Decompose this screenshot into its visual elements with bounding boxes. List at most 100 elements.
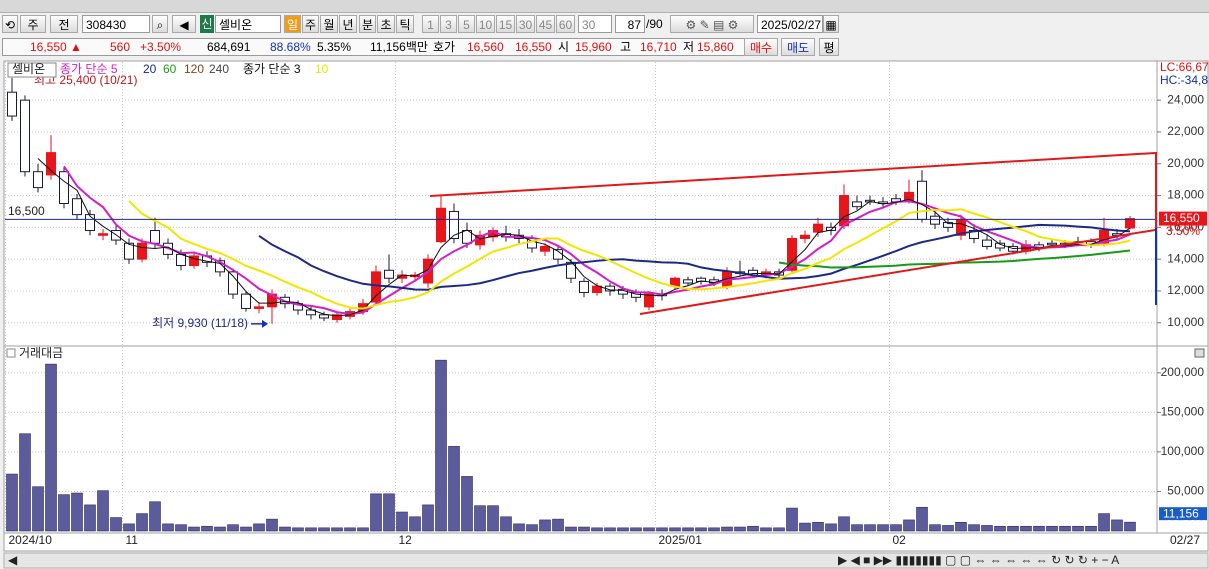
pane-close[interactable] (1194, 348, 1205, 358)
volume-bar (305, 527, 317, 532)
corner-label: HC:-34,8 (1160, 73, 1208, 87)
search-button[interactable]: ⌕ (152, 15, 168, 33)
volume-bar (825, 523, 837, 532)
volume-bar (1111, 519, 1123, 532)
pane-icon (6, 348, 16, 358)
volume-bar (422, 504, 434, 532)
minute-button[interactable]: 60 (556, 15, 575, 33)
candle-body (826, 226, 836, 232)
volume-bar (357, 527, 369, 532)
rate: +3.50% (140, 40, 182, 54)
minute-button[interactable]: 45 (536, 15, 555, 33)
x-tick-label: 2024/10 (9, 533, 53, 547)
period-button[interactable]: 주 (20, 15, 46, 33)
sell-button[interactable]: 매도 (781, 38, 815, 56)
candle-body (839, 195, 849, 227)
page-input[interactable]: 87 (615, 15, 645, 33)
interval-button[interactable]: 틱 (396, 15, 414, 33)
candle-body (436, 207, 446, 243)
volume-bar (487, 505, 499, 532)
refresh-button[interactable]: ⟲ (2, 15, 18, 33)
volume-bar (123, 523, 135, 532)
y-tick-label: 12,000 (1167, 283, 1204, 297)
annotation: 최저 9,930 (11/18) (152, 316, 248, 330)
minute-button[interactable]: 30 (516, 15, 535, 33)
tool-icons[interactable]: ⚙ ✎ ▤ ⚙ (670, 15, 754, 33)
buy-button[interactable]: 매수 (744, 38, 778, 56)
name-field: 셀비온 (215, 15, 281, 33)
volume-bar (71, 492, 83, 532)
interval-button[interactable]: 분 (359, 15, 376, 33)
candle-body (85, 214, 95, 232)
minute-button[interactable]: 15 (496, 15, 515, 33)
volume-bar (890, 524, 902, 532)
candle-body (930, 215, 940, 225)
legend-item: 10 (315, 62, 329, 76)
volume-bar (682, 527, 694, 532)
candle-body (917, 180, 927, 220)
candle-body (98, 233, 108, 236)
volume-bar (838, 516, 850, 532)
minute-button[interactable]: 5 (458, 15, 475, 33)
trend-line (639, 229, 1156, 315)
volume-bar (578, 526, 590, 532)
date-input[interactable]: 2025/02/27 (757, 15, 823, 33)
volume-bar (214, 526, 226, 532)
interval-button[interactable]: 초 (377, 15, 395, 33)
high: 16,710 (640, 40, 677, 54)
minute-button[interactable]: 3 (440, 15, 457, 33)
volume-bar (240, 526, 252, 532)
candle-body (449, 210, 459, 239)
volume-bar (591, 527, 603, 532)
candle-body (982, 239, 992, 247)
volume-bar (773, 527, 785, 532)
y-tick-label: 14,000 (1167, 251, 1204, 265)
interval-button[interactable]: 일 (284, 15, 301, 33)
volume-bar (903, 519, 915, 532)
interval-button[interactable]: 월 (320, 15, 338, 33)
candle-body (7, 91, 17, 117)
avg-button[interactable]: 평 (819, 38, 839, 56)
volume-bar (734, 526, 746, 532)
candle-body (1125, 218, 1135, 229)
low-label: 저 (683, 40, 695, 54)
y-tick-label: 10,000 (1167, 315, 1204, 329)
x-tick-label: 12 (399, 533, 413, 547)
candle-body (228, 271, 238, 295)
minute-button[interactable]: 1 (422, 15, 439, 33)
candle-body (787, 237, 797, 271)
code-input[interactable]: 308430 (82, 15, 150, 33)
volume-bar (656, 527, 668, 532)
series-name: 셀비온 (12, 62, 45, 76)
candle-body (943, 222, 953, 228)
scroll-controls[interactable]: ▶ ◀ ■ ▶▶ ▮▮▮▮▮▮▮ ▢ ▢ ⇔ ⇔ ⇔ ⇔ ⇔ ↻ ↻ ↻ + −… (838, 553, 1119, 567)
volume-bar (617, 527, 629, 532)
last-price-box (1159, 211, 1207, 226)
sound-button[interactable]: ◀ (172, 15, 196, 33)
volume-bar (448, 446, 460, 532)
period-button[interactable]: 전 (50, 15, 78, 33)
scroll-left[interactable]: ◀ (8, 553, 18, 567)
candle-body (1047, 242, 1057, 246)
candle-body (852, 201, 862, 208)
count-select[interactable]: 30 (578, 15, 612, 33)
volume-bar (6, 473, 18, 532)
volume-bar (331, 527, 343, 532)
volume-bar (513, 523, 525, 532)
low: 15,860 (697, 40, 734, 54)
change: 560 (110, 40, 131, 54)
volume-bar (1007, 525, 1019, 532)
interval-button[interactable]: 년 (339, 15, 357, 33)
calendar-button[interactable]: ▦ (823, 15, 839, 33)
y-tick-label: 100,000 (1161, 444, 1205, 458)
interval-button[interactable]: 주 (302, 15, 319, 33)
candle-body (189, 255, 199, 267)
candle-body (241, 293, 251, 309)
minute-button[interactable]: 10 (476, 15, 495, 33)
candle-body (592, 285, 602, 294)
y-tick-label: 18,000 (1167, 188, 1204, 202)
x-tick-label: 02 (893, 533, 907, 547)
volume-bar (188, 526, 200, 532)
candle-body (319, 314, 329, 319)
scrollbar[interactable] (3, 552, 1209, 569)
